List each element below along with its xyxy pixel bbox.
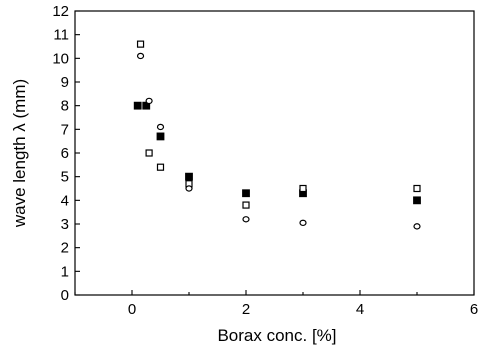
open-circle-point	[299, 219, 307, 227]
open-circle-point	[185, 185, 193, 192]
y-tick-label: 12	[52, 3, 69, 20]
x-tick-label: 6	[470, 301, 478, 318]
open-square-point	[242, 201, 250, 209]
open-circle-point	[413, 223, 421, 230]
y-tick-label: 6	[61, 145, 69, 162]
filled-square-point	[185, 172, 193, 181]
open-square-point	[145, 149, 153, 157]
y-tick-label: 8	[61, 98, 69, 115]
filled-square-point	[133, 101, 142, 110]
x-tick-label: 0	[128, 301, 136, 318]
y-tick-label: 10	[52, 50, 69, 67]
open-square-point	[156, 163, 165, 171]
x-tick-label: 2	[242, 301, 250, 318]
x-tick-label: 4	[356, 301, 364, 318]
data-points	[133, 40, 421, 230]
open-square-point	[136, 40, 145, 48]
y-tick-label: 4	[61, 192, 69, 209]
y-tick-label: 1	[61, 263, 69, 280]
plot-frame	[74, 10, 475, 296]
open-circle-point	[242, 216, 250, 223]
filled-square-point	[413, 196, 421, 205]
plot-border	[74, 10, 475, 296]
open-circle-point	[136, 52, 145, 60]
y-tick-label: 9	[61, 74, 69, 91]
y-tick-label: 7	[61, 121, 69, 138]
y-tick-label: 0	[61, 287, 69, 304]
y-tick-label: 11	[53, 27, 69, 44]
x-axis-ticks: 0 2 4 6	[74, 290, 478, 318]
y-axis-label: wave length λ (mm)	[10, 79, 29, 228]
y-tick-label: 5	[61, 169, 69, 186]
y-tick-label: 3	[61, 216, 69, 233]
open-square-point	[413, 184, 421, 193]
y-tick-label: 2	[61, 240, 69, 257]
open-circle-point	[156, 123, 165, 131]
filled-square-point	[156, 132, 165, 141]
open-circle-point	[145, 97, 153, 105]
x-axis-label: Borax conc. [%]	[217, 326, 336, 345]
filled-square-point	[242, 189, 250, 198]
open-square-point	[299, 184, 307, 193]
